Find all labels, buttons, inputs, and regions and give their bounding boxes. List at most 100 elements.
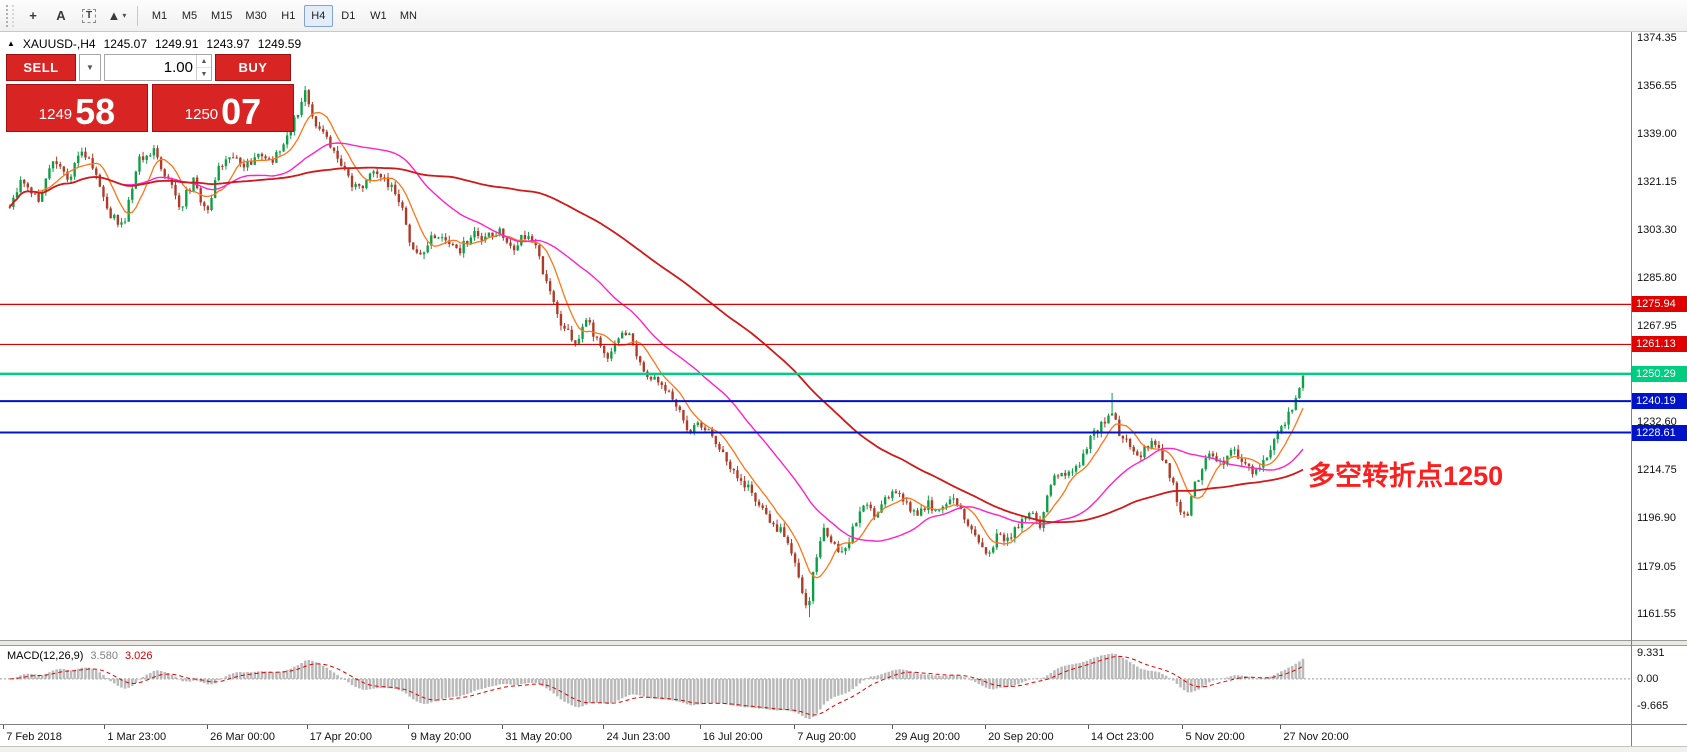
time-tick-label: 17 Apr 20:00 <box>309 731 373 743</box>
bid-price-panel[interactable]: 1249 58 <box>6 84 148 132</box>
panel-splitter[interactable] <box>0 640 1631 646</box>
low-value: 1243.97 <box>206 37 250 51</box>
price-tick-label: 1267.95 <box>1637 319 1677 332</box>
time-axis[interactable]: 7 Feb 2018 1 Mar 23:00 26 Mar 00:00 17 Apr … <box>0 724 1631 746</box>
crosshair-tool-icon: + <box>29 8 37 23</box>
timeframe-m1-button[interactable]: M1 <box>151 9 168 22</box>
volume-input[interactable] <box>105 55 196 80</box>
text-box-tool-icon: T <box>81 8 97 23</box>
price-line-badge: 1250.29 <box>1632 365 1687 382</box>
volume-field[interactable]: ▲ ▼ <box>104 54 212 81</box>
volume-decrease-button[interactable]: ▼ <box>200 70 208 78</box>
dropdown-arrow-icon: ▼ <box>86 63 94 72</box>
price-panels-row: 1249 58 1250 07 <box>6 84 294 132</box>
price-tick-label: 1321.15 <box>1637 175 1677 188</box>
timeframe-m15-button[interactable]: M15 <box>211 9 233 22</box>
time-tick-label: 7 Feb 2018 <box>6 731 62 743</box>
time-tick-mark <box>1182 725 1184 729</box>
timeframe-mn-button[interactable]: MN <box>399 9 417 22</box>
price-tick-label: 1161.55 <box>1637 608 1676 621</box>
volume-increase-button[interactable]: ▲ <box>197 55 211 68</box>
price-axis[interactable]: 1374.35 1356.55 1339.00 1321.15 1303.30 1285.… <box>1632 32 1687 640</box>
time-tick-mark <box>699 725 701 729</box>
ask-pips: 07 <box>221 91 262 133</box>
price-tick-label: 1214.75 <box>1637 464 1677 477</box>
ask-whole: 1250 <box>184 106 219 123</box>
price-line-badge: 1240.19 <box>1632 393 1687 410</box>
price-tick-label: 1339.00 <box>1637 127 1677 140</box>
time-tick-mark <box>603 725 605 729</box>
close-value: 1249.59 <box>257 37 302 51</box>
price-tick-label: 1285.80 <box>1637 271 1677 284</box>
price-tick-label: 1196.90 <box>1637 512 1676 525</box>
shapes-tool-button[interactable]: ▲ ▾ <box>104 4 130 28</box>
time-tick-mark <box>104 725 106 729</box>
sell-button[interactable]: SELL <box>6 54 76 81</box>
chart-plot[interactable]: ▲ XAUUSD-,H4 1245.07 1249.91 1243.97 124… <box>0 32 1631 640</box>
open-value: 1245.07 <box>103 37 147 51</box>
time-tick-label: 27 Nov 20:00 <box>1283 731 1349 743</box>
toolbar-separator <box>137 5 138 26</box>
time-tick-label: 16 Jul 20:00 <box>702 731 763 743</box>
trade-controls-row: SELL ▼ ▲ ▼ BUY <box>6 54 294 81</box>
time-tick-label: 5 Nov 20:00 <box>1185 731 1245 743</box>
timeframe-group: M1 M5 M15 M30 H1 H4 D1 W1 MN <box>145 4 423 27</box>
time-tick-label: 31 May 20:00 <box>505 731 572 743</box>
text-box-tool-button[interactable]: T <box>76 4 102 28</box>
volume-spinner: ▲ ▼ <box>196 55 211 80</box>
price-line-badge: 1275.94 <box>1632 296 1687 313</box>
price-line-badge: 1228.61 <box>1632 424 1687 441</box>
macd-tick-label: -9.665 <box>1637 699 1669 712</box>
macd-main-value: 3.580 <box>90 650 118 662</box>
time-tick-label: 24 Jun 23:00 <box>606 731 671 743</box>
time-tick-mark <box>985 725 987 729</box>
time-tick-mark <box>1087 725 1089 729</box>
time-tick-mark <box>1280 725 1282 729</box>
time-tick-mark <box>306 725 308 729</box>
time-tick-label: 26 Mar 00:00 <box>210 731 275 743</box>
price-line-badge: 1261.13 <box>1632 336 1687 353</box>
high-value: 1249.91 <box>155 37 199 51</box>
axis-splitter <box>1632 640 1687 646</box>
timeframe-m5-button[interactable]: M5 <box>181 9 198 22</box>
price-tick-label: 1356.55 <box>1637 80 1677 93</box>
chart-annotation[interactable]: 多空转折点1250 <box>1308 461 1504 492</box>
macd-indicator-label: MACD(12,26,9) 3.580 3.026 <box>7 650 152 662</box>
symbol-name: XAUUSD-,H4 <box>22 37 96 51</box>
time-tick-mark <box>892 725 894 729</box>
bid-pips: 58 <box>75 91 116 133</box>
toolbar-drag-handle[interactable] <box>6 4 14 27</box>
macd-axis: 9.331 0.00 -9.665 <box>1632 646 1687 724</box>
timeframe-h4-button[interactable]: H4 <box>303 4 333 27</box>
macd-svg <box>0 653 1631 720</box>
macd-tick-label: 9.331 <box>1637 646 1665 659</box>
buy-button[interactable]: BUY <box>215 54 291 81</box>
quote-bar: ▲ XAUUSD-,H4 1245.07 1249.91 1243.97 124… <box>7 37 301 51</box>
time-tick-mark <box>207 725 209 729</box>
text-label-tool-icon: A <box>56 8 66 23</box>
time-tick-mark <box>3 725 5 729</box>
bid-whole: 1249 <box>38 106 73 123</box>
macd-plot[interactable]: MACD(12,26,9) 3.580 3.026 <box>0 646 1631 724</box>
crosshair-tool-button[interactable]: + <box>20 4 46 28</box>
time-tick-label: 9 May 20:00 <box>410 731 472 743</box>
axis-corner <box>1632 724 1687 746</box>
macd-tick-label: 0.00 <box>1637 672 1659 685</box>
time-tick-mark <box>407 725 409 729</box>
chart-column: ▲ XAUUSD-,H4 1245.07 1249.91 1243.97 124… <box>0 32 1631 746</box>
timeframe-h1-button[interactable]: H1 <box>281 9 296 22</box>
price-tick-label: 1179.05 <box>1637 560 1676 573</box>
text-label-tool-button[interactable]: A <box>48 4 74 28</box>
timeframe-d1-button[interactable]: D1 <box>341 9 356 22</box>
drawing-tools-group: + A T ▲ ▾ <box>20 4 130 28</box>
ask-price-panel[interactable]: 1250 07 <box>152 84 294 132</box>
macd-signal-value: 3.026 <box>124 650 153 662</box>
shapes-tool-icon: ▲ <box>107 8 121 23</box>
right-axis-column: 1374.35 1356.55 1339.00 1321.15 1303.30 1285.… <box>1631 32 1687 746</box>
volume-preset-dropdown[interactable]: ▼ <box>79 54 101 81</box>
time-tick-label: 1 Mar 23:00 <box>107 731 167 743</box>
timeframe-w1-button[interactable]: W1 <box>370 9 387 22</box>
timeframe-m30-button[interactable]: M30 <box>245 9 267 22</box>
price-tick-label: 1303.30 <box>1637 224 1677 237</box>
